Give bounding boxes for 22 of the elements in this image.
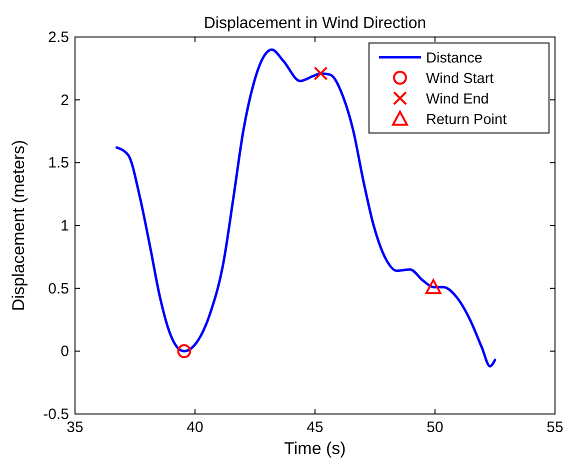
legend-label: Return Point <box>426 112 507 128</box>
point <box>425 279 442 294</box>
x-tick-label: 45 <box>306 419 324 436</box>
y-tick-label: 0.5 <box>48 280 69 298</box>
x-axis-title: Time (s) <box>284 439 346 458</box>
y-tick-label: -0.5 <box>43 406 69 423</box>
y-tick-label: 1 <box>60 218 69 234</box>
y-axis-title: Displacement (meters) <box>9 140 28 311</box>
x-tick-label: 35 <box>66 419 84 436</box>
y-tick-label: 0 <box>60 343 69 360</box>
chart-title: Displacement in Wind Direction <box>204 15 426 32</box>
point <box>314 66 328 80</box>
y-tick-label: 2.5 <box>48 29 69 46</box>
legend-label: Wind End <box>426 91 489 108</box>
y-tick-label: 1.5 <box>48 154 69 172</box>
x-tick-label: 55 <box>546 419 564 436</box>
x-tick-label: 40 <box>186 419 204 436</box>
x-tick-label: 50 <box>426 419 444 436</box>
legend-label: Distance <box>426 50 482 66</box>
legend-label: Wind Start <box>426 70 494 87</box>
point <box>177 344 192 358</box>
y-tick-label: 2 <box>60 92 69 109</box>
